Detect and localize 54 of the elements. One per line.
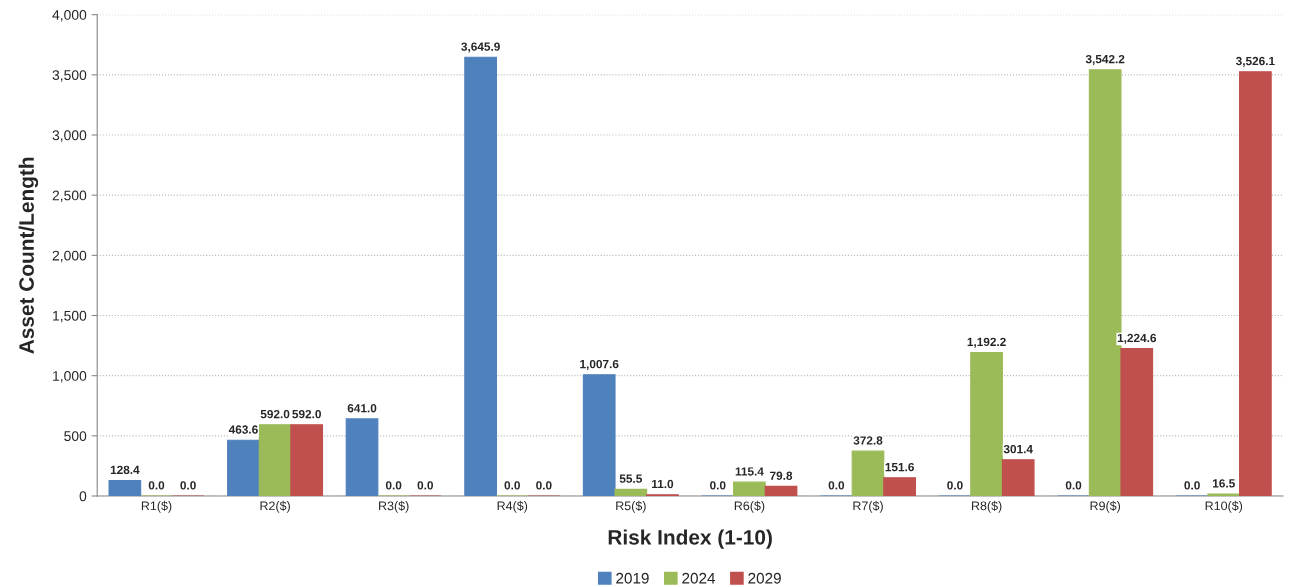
- x-axis-title: Risk Index (1-10): [608, 529, 772, 549]
- data-label: 641.0: [347, 404, 377, 413]
- x-tick-label: R8($): [971, 500, 1002, 513]
- y-tick-label: 500: [64, 431, 87, 442]
- data-label: 301.4: [1003, 444, 1033, 454]
- y-tick-label: 1,000: [53, 371, 87, 383]
- data-label: 128.4: [110, 465, 140, 475]
- data-label: 0.0: [180, 481, 196, 490]
- data-label: 0.0: [828, 481, 845, 490]
- x-tick-label: R2($): [260, 500, 290, 513]
- legend-label: 2019: [616, 572, 649, 584]
- data-label: 16.5: [1213, 479, 1235, 488]
- y-tick-label: 3,000: [52, 130, 87, 142]
- x-tick-label: R9($): [1090, 500, 1121, 513]
- data-label: 592.0: [292, 409, 321, 419]
- data-label: 0.0: [1065, 481, 1082, 490]
- data-label: 463.6: [228, 425, 258, 434]
- x-tick-label: R3($): [379, 500, 409, 513]
- data-label: 0.0: [1184, 481, 1200, 490]
- data-label: 0.0: [947, 481, 963, 490]
- data-label: 0.0: [417, 481, 433, 490]
- data-label: 0.0: [504, 481, 520, 490]
- data-label: 115.4: [735, 467, 764, 476]
- x-tick-label: R10($): [1205, 500, 1243, 513]
- x-tick-label: R5($): [616, 500, 646, 513]
- data-label: 3,526.1: [1235, 56, 1275, 67]
- legend-label: 2029: [748, 572, 781, 584]
- data-label: 1,224.6: [1117, 333, 1157, 344]
- y-tick-label: 4,000: [52, 10, 87, 22]
- y-tick-label: 2,000: [52, 250, 87, 263]
- x-tick-label: R4($): [497, 500, 528, 513]
- data-label: 3,645.9: [461, 42, 500, 53]
- data-label: 79.8: [770, 471, 793, 480]
- data-label: 372.8: [853, 436, 883, 445]
- data-label: 0.0: [148, 481, 165, 490]
- data-label: 11.0: [652, 479, 674, 489]
- y-tick-label: 1,500: [53, 310, 87, 323]
- data-label: 0.0: [536, 481, 552, 490]
- x-tick-label: R7($): [853, 500, 883, 513]
- y-tick-label: 2,500: [52, 190, 87, 202]
- data-label: 55.5: [619, 474, 642, 483]
- y-axis-title: Asset Count/Length: [18, 157, 39, 354]
- y-tick-label: 3,500: [52, 70, 87, 82]
- data-label: 3,542.2: [1085, 54, 1125, 65]
- data-label: 0.0: [385, 481, 402, 490]
- data-label: 151.6: [885, 462, 914, 472]
- data-label: 1,192.2: [967, 337, 1006, 348]
- legend-label: 2024: [682, 572, 716, 584]
- data-label: 592.0: [260, 409, 290, 419]
- x-tick-label: R6($): [734, 500, 765, 513]
- data-label: 0.0: [710, 481, 726, 490]
- data-label: 1,007.6: [580, 359, 619, 370]
- y-tick-label: 0: [79, 491, 87, 502]
- x-tick-label: R1($): [141, 500, 172, 513]
